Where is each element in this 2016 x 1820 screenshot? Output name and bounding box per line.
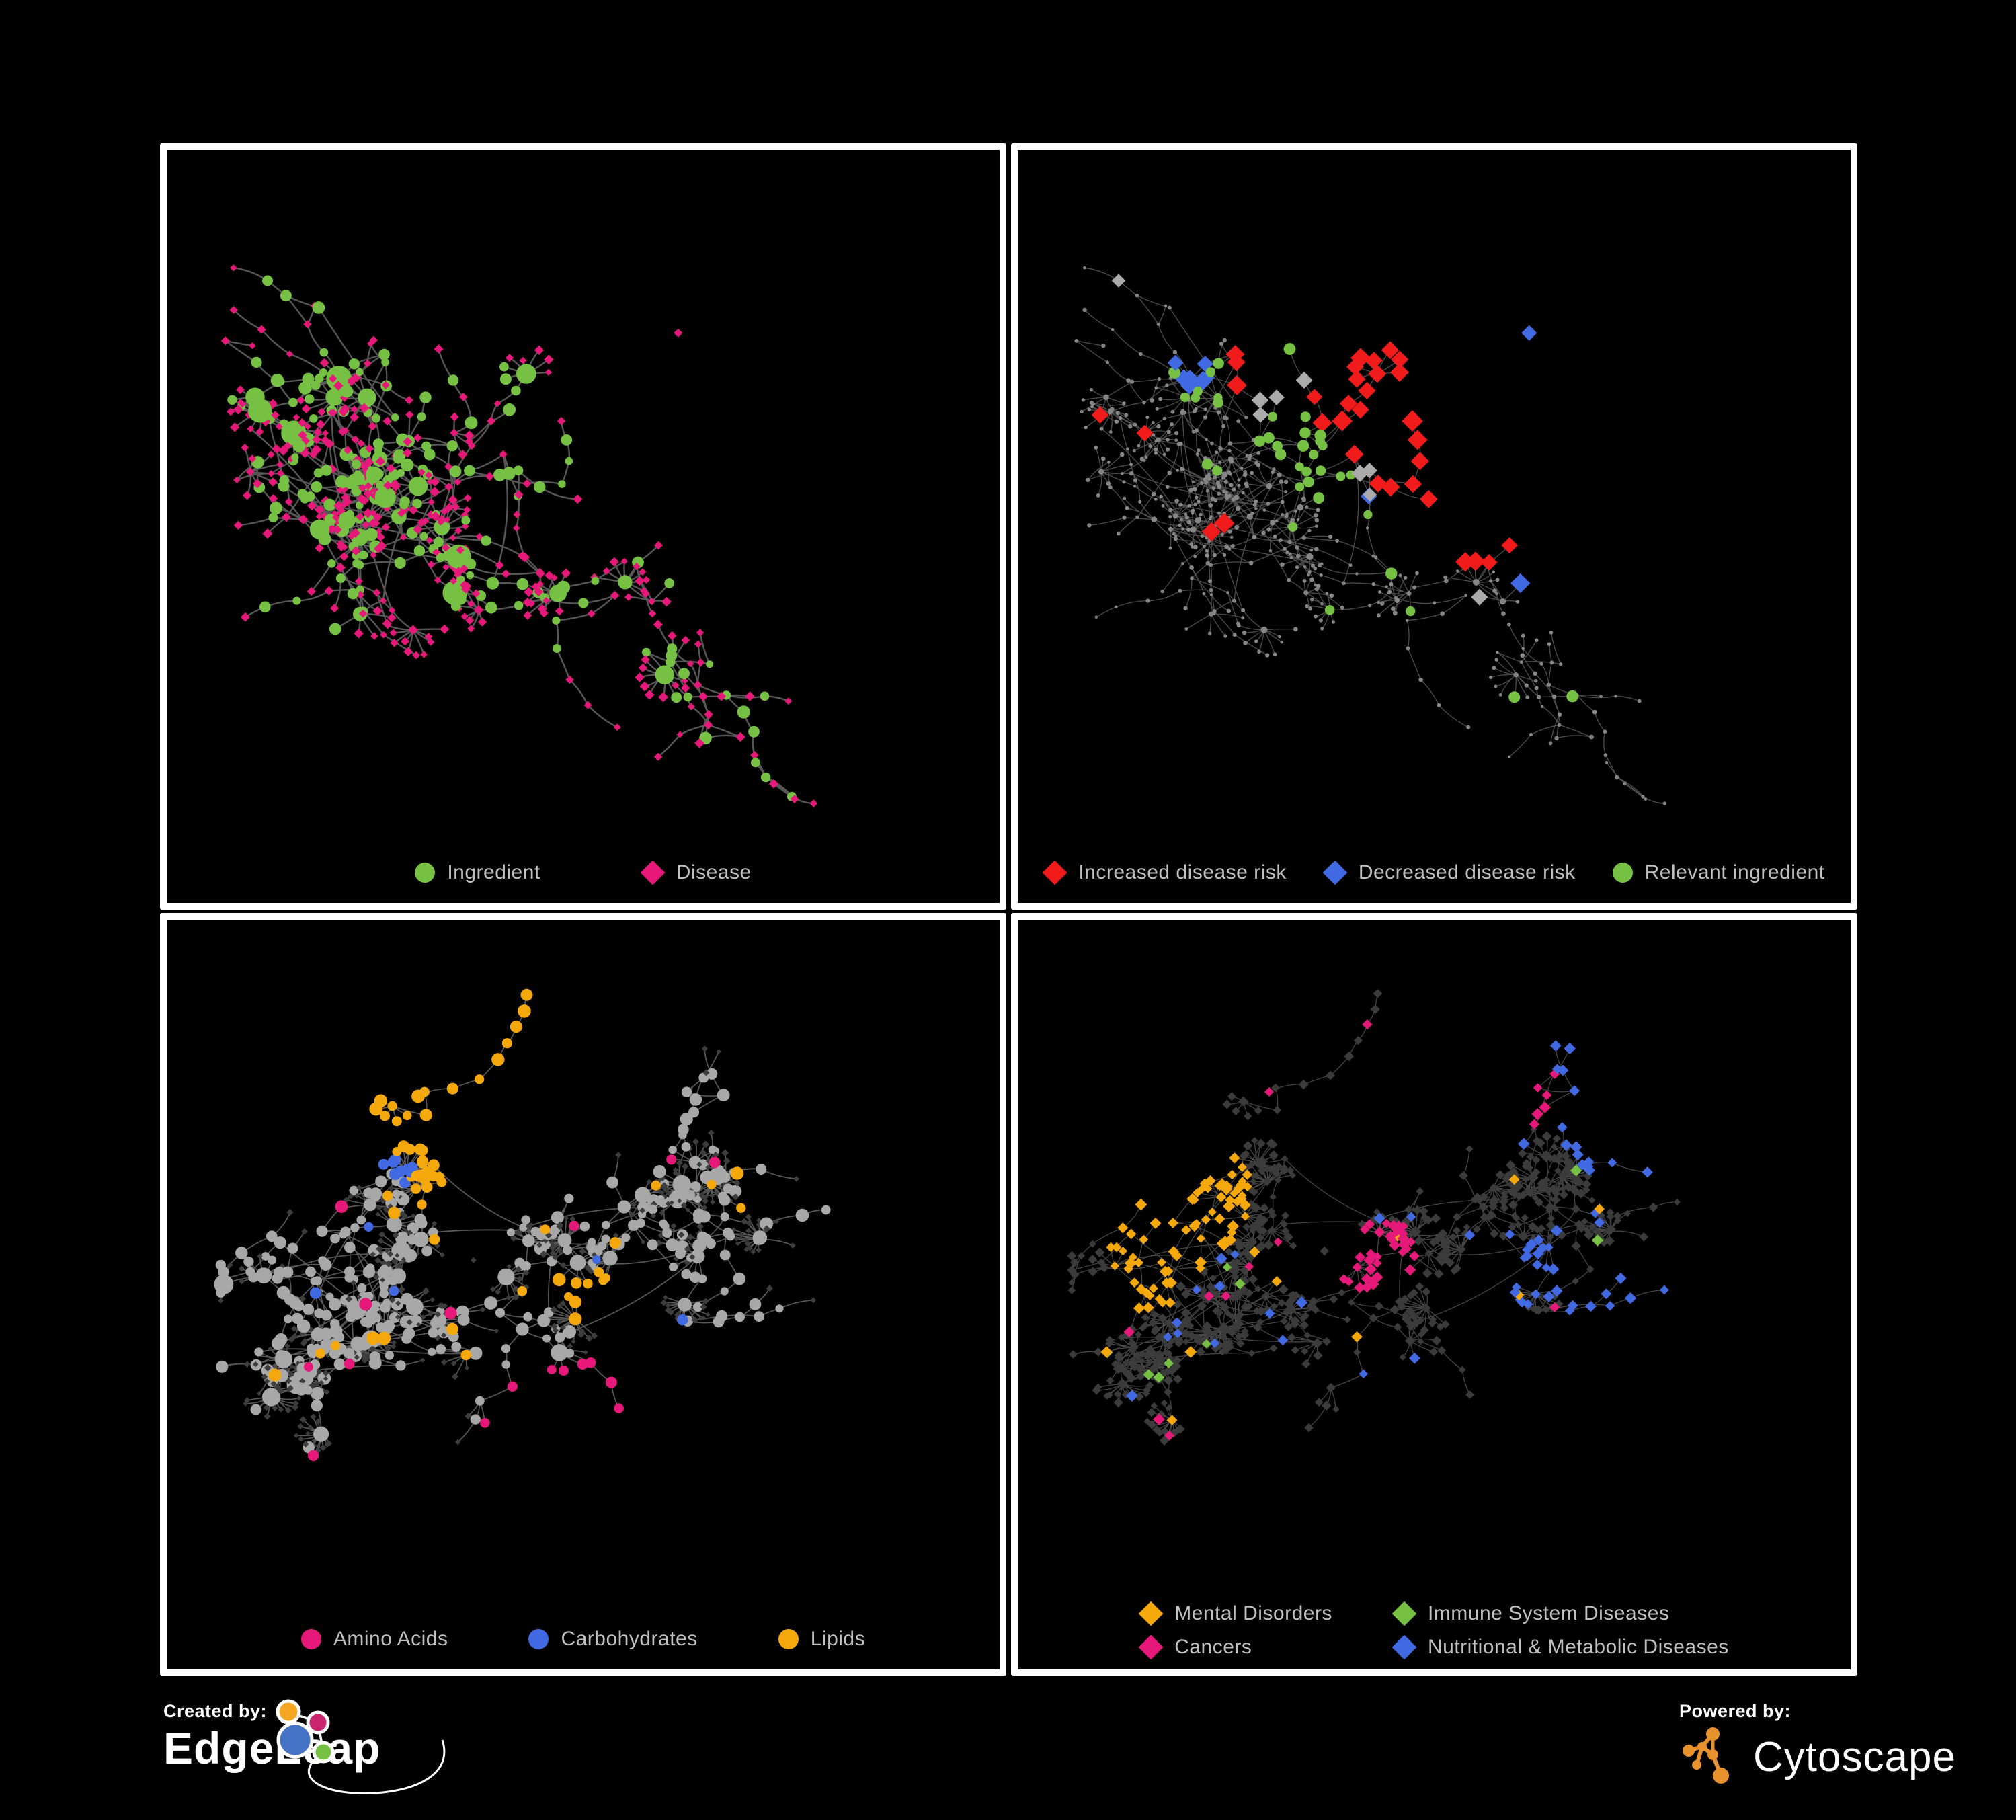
nutritional-diseases-legend-marker [1392,1634,1417,1660]
disease-legend-marker [640,860,666,885]
lipids-legend-marker [778,1629,799,1649]
ingredient-legend-marker [415,863,436,883]
legend-item: Increased disease risk [1042,860,1287,885]
legend-label: Amino Acids [333,1628,448,1650]
legend: Mental Disorders Immune System Diseases … [1018,1601,1851,1660]
legend-label: Cancers [1174,1636,1252,1658]
increased-risk-legend-marker [1042,860,1067,885]
legend-label: Nutritional & Metabolic Diseases [1427,1636,1729,1658]
legend-label: Carbohydrates [561,1628,698,1650]
legend-label: Disease [676,861,752,883]
panel-disease-categories: Mental Disorders Immune System Diseases … [1011,913,1857,1676]
carbohydrates-legend-marker [528,1629,549,1649]
legend-item: Relevant ingredient [1612,861,1825,884]
cytoscape-credit: Powered by: Cytoscape [1679,1701,1956,1789]
cytoscape-icon [1683,1727,1729,1784]
legend: Increased disease risk Decreased disease… [1018,852,1851,894]
relevant-ingredient-legend-marker [1612,863,1633,883]
cytoscape-wordmark: Cytoscape [1753,1733,1956,1780]
immune-diseases-legend-marker [1392,1601,1417,1626]
legend-item: Disease [640,860,752,885]
cancers-legend-marker [1138,1634,1164,1660]
panel-macronutrients: Amino Acids Carbohydrates Lipids [160,913,1006,1676]
legend-label: Ingredient [447,861,540,883]
panel-ingredient-disease: Ingredient Disease [160,143,1006,910]
disease-categories-graph [1067,988,1681,1446]
ingredient-disease-graph [220,264,818,807]
legend-item: Immune System Diseases [1392,1601,1729,1626]
legend: Amino Acids Carbohydrates Lipids [167,1618,1000,1660]
created-by-label: Created by: [163,1701,268,1721]
legend-label: Immune System Diseases [1427,1602,1670,1624]
edgeleap-network-icon [276,1699,335,1764]
legend-item: Ingredient [415,861,540,884]
edgeleap-credit: Created by: EdgeLeap [163,1699,446,1794]
decreased-risk-legend-marker [1322,860,1348,885]
powered-by-label: Powered by: [1679,1701,1791,1721]
legend-item: Cancers [1138,1634,1332,1660]
legend: Ingredient Disease [167,852,1000,894]
footer: Created by: EdgeLeap Powered by: Cytosca… [0,1675,2016,1820]
legend-item: Carbohydrates [528,1628,697,1651]
macronutrients-graph [214,988,831,1461]
legend-item: Decreased disease risk [1322,860,1576,885]
legend-item: Amino Acids [300,1628,448,1651]
legend-item: Lipids [778,1628,865,1651]
legend-label: Mental Disorders [1174,1602,1332,1624]
legend-item: Mental Disorders [1138,1601,1332,1626]
legend-item: Nutritional & Metabolic Diseases [1392,1634,1729,1660]
disease-risk-graph [1074,266,1667,805]
legend-label: Lipids [810,1628,866,1650]
panel-disease-risk: Increased disease risk Decreased disease… [1011,143,1857,910]
legend-label: Relevant ingredient [1644,861,1825,883]
mental-disorders-legend-marker [1138,1601,1164,1626]
legend-label: Increased disease risk [1078,861,1287,883]
legend-label: Decreased disease risk [1358,861,1576,883]
amino-acids-legend-marker [300,1629,321,1649]
